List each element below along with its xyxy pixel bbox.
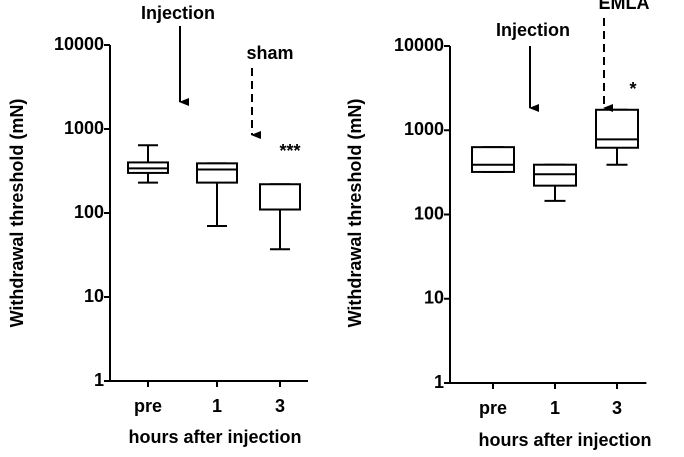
- annotation: sham: [246, 43, 293, 63]
- y-axis-label: Withdrawal threshold (mN): [345, 99, 365, 328]
- x-tick-label: 3: [612, 398, 622, 418]
- x-tick-label: 3: [275, 396, 285, 416]
- annotation: Injection: [496, 20, 570, 40]
- annotation: ***: [279, 141, 300, 161]
- y-axis-label: Withdrawal threshold (mN): [7, 99, 27, 328]
- y-tick-label: 1: [94, 370, 104, 390]
- box: [471, 146, 515, 173]
- y-tick-label: 10: [84, 286, 104, 306]
- annotation: EMLA: [599, 0, 650, 13]
- x-tick-label: 1: [212, 396, 222, 416]
- x-axis-label: hours after injection: [128, 427, 301, 447]
- y-tick-label: 1000: [64, 118, 104, 138]
- box: [259, 183, 301, 211]
- x-tick-label: pre: [134, 396, 162, 416]
- y-tick-label: 1000: [404, 119, 444, 139]
- annotation: Injection: [141, 3, 215, 23]
- y-tick-label: 100: [414, 203, 444, 223]
- x-tick-label: pre: [479, 398, 507, 418]
- annotation: *: [629, 79, 636, 99]
- box: [595, 108, 639, 149]
- y-tick-label: 10000: [54, 34, 104, 54]
- x-axis-label: hours after injection: [478, 430, 651, 450]
- box: [196, 162, 238, 184]
- y-tick-label: 10: [424, 288, 444, 308]
- y-tick-label: 1: [434, 372, 444, 392]
- x-tick-label: 1: [550, 398, 560, 418]
- y-tick-label: 10000: [394, 35, 444, 55]
- y-tick-label: 100: [74, 202, 104, 222]
